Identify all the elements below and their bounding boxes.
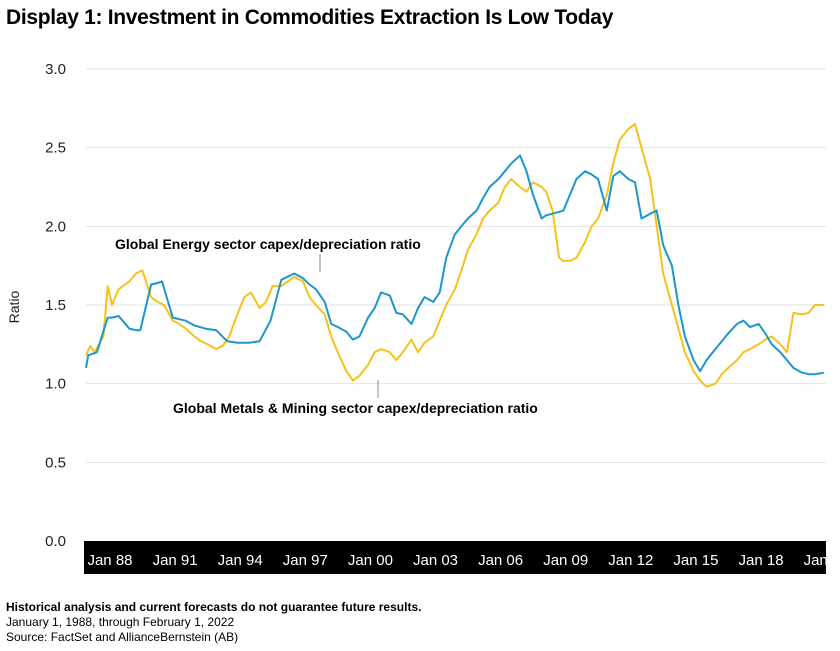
x-tick-label: Jan 97 (283, 552, 328, 569)
x-tick-label: Jan 18 (739, 552, 784, 569)
y-axis-label: Ratio (6, 290, 22, 323)
y-tick-label: 0.0 (45, 533, 66, 550)
grid-lines (86, 68, 826, 463)
x-tick-label: Jan 15 (673, 552, 718, 569)
metals-annotation: Global Metals & Mining sector capex/depr… (173, 400, 538, 416)
x-tick-label: Jan 00 (348, 552, 393, 569)
x-tick-label: Jan 03 (413, 552, 458, 569)
y-tick-label: 2.5 (45, 140, 66, 157)
x-tick-label: Jan 94 (218, 552, 263, 569)
y-tick-label: 0.5 (45, 454, 66, 471)
chart-title: Display 1: Investment in Commodities Ext… (6, 6, 614, 29)
x-tick-label: Jan 21 (804, 552, 840, 569)
y-tick-label: 2.0 (45, 218, 66, 235)
x-axis-ticks: Jan 88 Jan 91 Jan 94 Jan 97 Jan 00 Jan 03 Jan … (87, 552, 840, 569)
x-axis-band (84, 541, 826, 574)
energy-annotation: Global Energy sector capex/depreciation … (115, 236, 421, 252)
x-tick-label: Jan 88 (87, 552, 132, 569)
source: Source: FactSet and AllianceBernstein (A… (6, 630, 239, 644)
y-tick-label: 1.5 (45, 297, 66, 314)
energy-series-line (85, 154, 824, 376)
x-tick-label: Jan 09 (543, 552, 588, 569)
annotations: Global Energy sector capex/depreciation … (115, 236, 538, 416)
y-tick-label: 1.0 (45, 376, 66, 393)
x-tick-label: Jan 12 (608, 552, 653, 569)
y-tick-label: 3.0 (45, 61, 66, 78)
disclaimer: Historical analysis and current forecast… (6, 600, 422, 614)
y-axis-ticks: 0.0 0.5 1.0 1.5 2.0 2.5 3.0 (45, 61, 66, 550)
date-range: January 1, 1988, through February 1, 202… (6, 615, 235, 629)
x-tick-label: Jan 06 (478, 552, 523, 569)
metals-series-line (85, 123, 824, 388)
chart-footer: Historical analysis and current forecast… (6, 600, 421, 645)
x-tick-label: Jan 91 (153, 552, 198, 569)
line-chart: 0.0 0.5 1.0 1.5 2.0 2.5 3.0 Ratio Jan 88 Jan 91… (6, 61, 840, 574)
series-lines (85, 123, 824, 388)
